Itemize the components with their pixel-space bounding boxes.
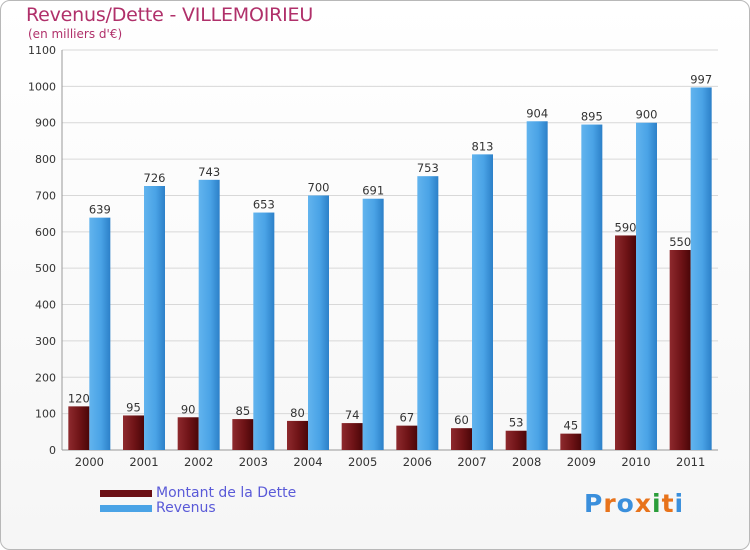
legend-item-debt: Montant de la Dette: [100, 486, 296, 501]
legend-swatch-debt: [100, 490, 152, 497]
data-label: 997: [690, 72, 712, 86]
bar-revenus: [690, 87, 712, 451]
logo-letter: o: [616, 489, 635, 518]
bar-dette: [669, 250, 691, 450]
y-tick-label: 800: [35, 153, 56, 166]
data-label: 653: [253, 198, 275, 212]
bar-revenus: [417, 176, 439, 450]
bar-dette: [505, 430, 527, 450]
data-label: 691: [362, 184, 384, 198]
legend-swatch-revenus: [100, 505, 152, 512]
x-tick-label: 2008: [512, 455, 541, 469]
x-tick-label: 2005: [348, 455, 377, 469]
x-tick-label: 2011: [676, 455, 705, 469]
logo-letter: r: [603, 489, 617, 518]
bar-dette: [232, 419, 254, 450]
bar-revenus: [581, 124, 603, 450]
bar-dette: [341, 423, 363, 450]
x-tick-label: 2010: [621, 455, 650, 469]
logo-letter: P: [584, 489, 604, 518]
bar-dette: [396, 425, 418, 450]
x-tick-label: 2004: [293, 455, 322, 469]
data-label: 639: [89, 203, 111, 217]
data-label: 550: [669, 235, 691, 249]
bar-dette: [123, 415, 144, 450]
data-label: 74: [345, 408, 360, 422]
bar-revenus: [89, 217, 111, 450]
x-tick-label: 2000: [75, 455, 104, 469]
data-label: 895: [581, 110, 603, 124]
bar-revenus: [636, 122, 657, 451]
data-label: 60: [454, 413, 469, 427]
bar-dette: [560, 433, 582, 450]
bar-dette: [615, 235, 636, 450]
data-label: 53: [509, 416, 524, 430]
y-tick-label: 400: [35, 299, 56, 312]
legend-label-debt: Montant de la Dette: [156, 485, 297, 501]
x-tick-label: 2001: [129, 455, 158, 469]
data-label: 120: [68, 391, 90, 405]
data-label: 67: [400, 411, 415, 425]
y-tick-label: 1100: [28, 44, 56, 57]
data-label: 813: [472, 139, 494, 153]
data-labels: 120 639 95 726 90 743 85 653 80 700 74 691 67 753 60 81…: [68, 72, 712, 432]
logo-letter: i: [652, 489, 662, 518]
chart-subtitle: (en milliers d'€): [28, 27, 123, 41]
y-tick-label: 300: [35, 335, 56, 348]
logo-letter: x: [634, 489, 652, 518]
x-tick-label: 2007: [457, 455, 486, 469]
y-tick-label: 100: [35, 408, 56, 421]
grid-lines: [62, 49, 718, 415]
bar-dette: [68, 406, 90, 450]
y-tick-label: 0: [49, 444, 56, 457]
bars: [68, 87, 712, 451]
x-tick-label: 2003: [239, 455, 268, 469]
data-label: 90: [181, 402, 196, 416]
data-label: 85: [236, 404, 251, 418]
legend-item-revenus: Revenus: [100, 501, 296, 516]
data-label: 900: [636, 108, 658, 122]
bar-dette: [451, 428, 472, 450]
data-label: 45: [564, 419, 579, 433]
y-tick-label: 600: [35, 226, 56, 239]
chart-title: Revenus/Dette - VILLEMOIRIEU: [26, 4, 314, 26]
data-label: 95: [126, 400, 141, 414]
x-tick-label: 2009: [567, 455, 596, 469]
logo-letter: t: [661, 489, 675, 518]
bar-revenus: [253, 212, 275, 450]
bar-revenus: [362, 198, 384, 450]
bar-revenus: [526, 121, 548, 450]
y-tick-label: 900: [35, 117, 56, 130]
data-label: 904: [526, 106, 548, 120]
bar-revenus: [308, 195, 329, 450]
logo-letter: i: [674, 489, 685, 518]
data-label: 753: [417, 161, 439, 175]
data-label: 80: [290, 406, 305, 420]
legend-label-revenus: Revenus: [156, 500, 216, 516]
data-label: 743: [198, 165, 220, 179]
data-label: 726: [144, 171, 166, 185]
y-tick-label: 200: [35, 371, 56, 384]
bar-revenus: [472, 154, 493, 450]
legend: Montant de la Dette Revenus: [100, 486, 296, 516]
proxiti-logo: Proxiti: [584, 489, 684, 518]
data-label: 590: [615, 220, 637, 234]
x-tick-label: 2006: [403, 455, 432, 469]
bar-dette: [177, 417, 199, 450]
x-tick-label: 2002: [184, 455, 213, 469]
y-tick-label: 500: [35, 262, 56, 275]
bar-revenus: [198, 179, 220, 450]
bar-revenus: [144, 186, 165, 450]
data-label: 700: [308, 180, 330, 194]
axes: 0 100 200 300 400 500 600 700 800 900 1000 1100 2000…: [28, 44, 718, 469]
y-tick-label: 1000: [28, 80, 56, 93]
bar-dette: [287, 420, 308, 450]
y-tick-label: 700: [35, 189, 56, 202]
